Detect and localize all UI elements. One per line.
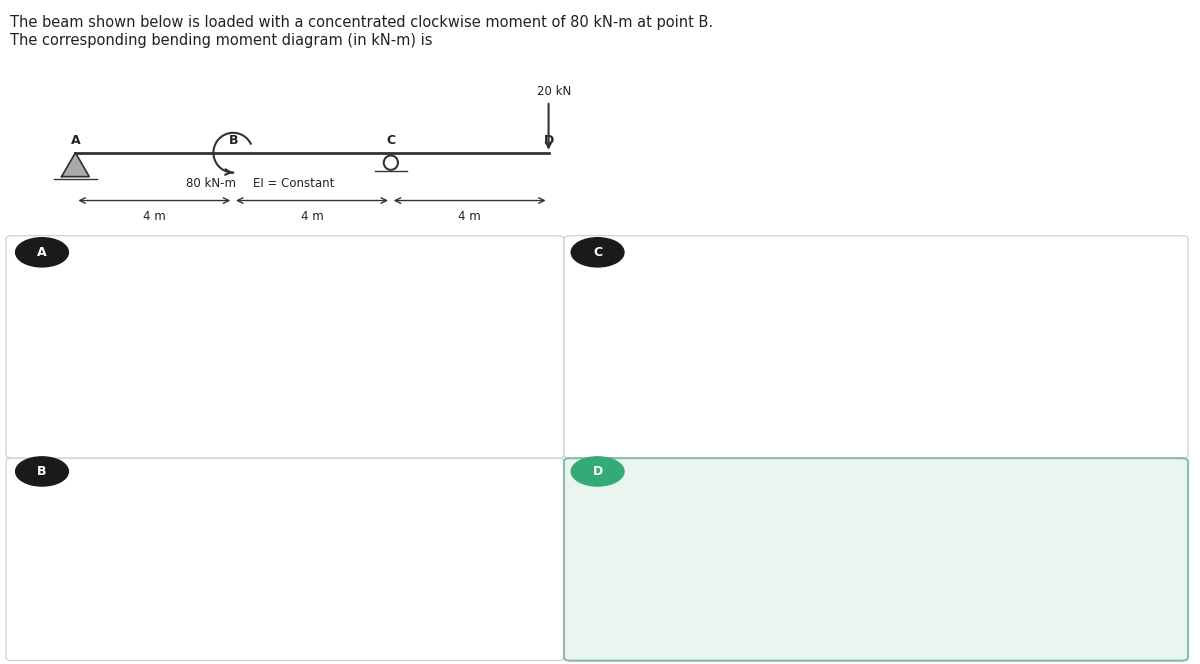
Text: A: A <box>95 552 102 564</box>
Polygon shape <box>61 153 89 177</box>
Text: C: C <box>953 552 961 564</box>
Text: B: B <box>808 345 815 358</box>
Text: 80: 80 <box>436 375 450 385</box>
Text: EI = Constant: EI = Constant <box>253 177 335 190</box>
Text: C: C <box>386 133 396 147</box>
Text: 4 m: 4 m <box>301 210 323 224</box>
Text: 4 m: 4 m <box>143 210 166 224</box>
Text: B: B <box>227 552 235 564</box>
Text: 20 kN: 20 kN <box>536 85 571 98</box>
Text: B: B <box>228 133 238 147</box>
Text: 4 m: 4 m <box>458 210 481 224</box>
Text: B: B <box>808 552 815 564</box>
Text: A: A <box>95 362 102 375</box>
Text: D: D <box>544 133 553 147</box>
Text: D: D <box>1099 552 1108 564</box>
Text: The corresponding bending moment diagram (in kN-m) is: The corresponding bending moment diagram… <box>10 33 432 48</box>
Text: 80: 80 <box>965 363 979 373</box>
Text: 80: 80 <box>1038 571 1052 581</box>
Text: 80: 80 <box>436 571 450 581</box>
Text: The beam shown below is loaded with a concentrated clockwise moment of 80 kN-m a: The beam shown below is loaded with a co… <box>10 15 713 30</box>
Text: A: A <box>661 552 670 564</box>
Text: 80: 80 <box>818 571 833 581</box>
Text: C: C <box>593 246 602 259</box>
Text: D: D <box>593 465 602 478</box>
Text: D: D <box>1099 345 1108 358</box>
Text: A: A <box>37 246 47 259</box>
Text: D: D <box>491 552 499 564</box>
Text: A: A <box>661 345 670 358</box>
Text: 80 kN-m: 80 kN-m <box>186 177 236 190</box>
Text: C: C <box>359 552 367 564</box>
Text: 80: 80 <box>238 309 251 319</box>
Text: C: C <box>359 362 367 375</box>
Text: B: B <box>37 465 47 478</box>
Text: D: D <box>491 362 499 375</box>
Text: B: B <box>227 362 235 375</box>
Text: 40: 40 <box>238 553 251 563</box>
Text: A: A <box>71 133 80 147</box>
Text: 40: 40 <box>238 515 251 525</box>
Text: C: C <box>953 345 961 358</box>
